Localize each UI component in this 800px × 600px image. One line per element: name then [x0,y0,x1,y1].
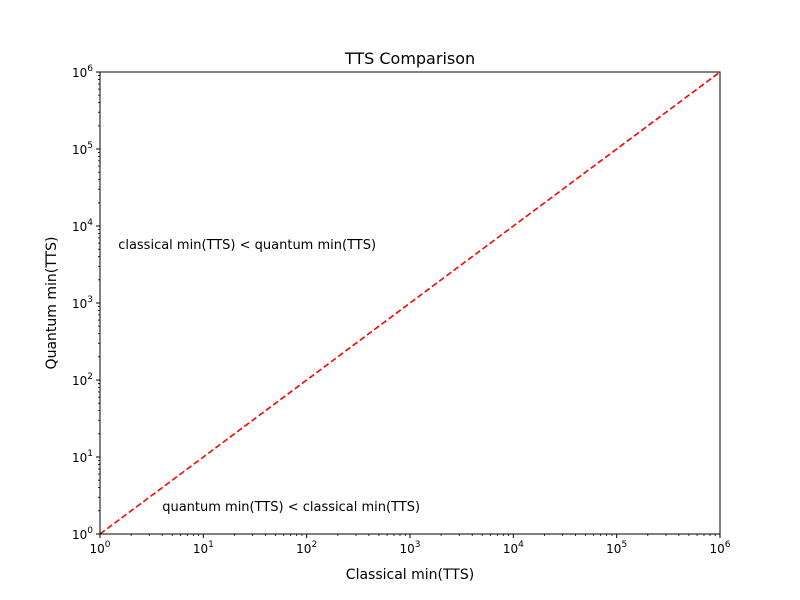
annotation-text: quantum min(TTS) < classical min(TTS) [162,500,420,515]
y-tick-label: 102 [72,372,93,388]
y-tick-label: 103 [72,295,93,311]
x-tick-label: 106 [709,540,730,556]
series-line-0 [99,71,721,535]
x-tick-label: 103 [399,540,420,556]
x-tick-label: 102 [296,540,317,556]
y-tick-label: 104 [72,218,93,234]
y-tick-label: 105 [72,141,93,157]
y-tick-label: 106 [72,64,93,80]
x-axis: 100 101 102 103 104 105 106 [89,534,731,556]
series-layer [99,71,721,535]
annotation-layer: classical min(TTS) < quantum min(TTS) qua… [118,238,420,515]
x-axis-label: Classical min(TTS) [346,567,474,583]
y-axis: 100 101 102 103 104 105 106 [72,64,100,542]
x-tick-label: 105 [606,540,627,556]
y-tick-label: 100 [72,526,93,542]
annotation-text: classical min(TTS) < quantum min(TTS) [118,238,376,253]
x-tick-label: 100 [89,540,110,556]
chart-title: TTS Comparison [344,49,475,68]
x-tick-label: 101 [193,540,214,556]
y-axis-label: Quantum min(TTS) [44,237,60,370]
y-tick-label: 101 [72,449,93,465]
x-tick-label: 104 [503,540,524,556]
